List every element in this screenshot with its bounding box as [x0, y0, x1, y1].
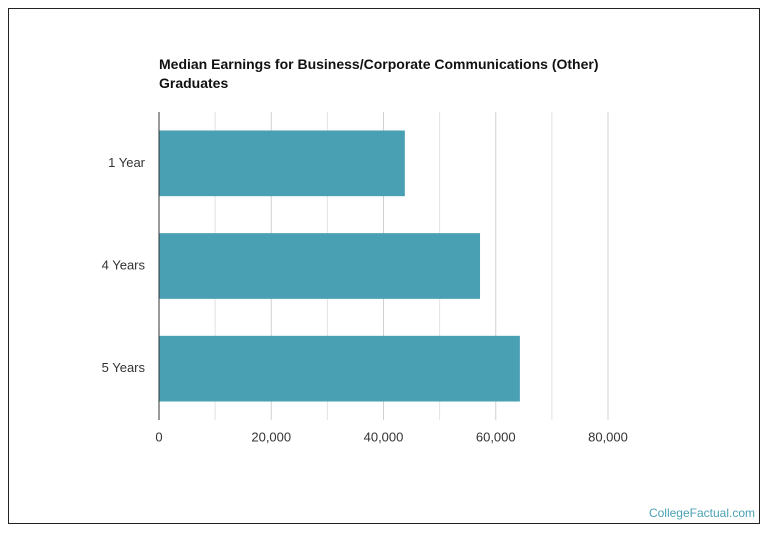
bar: [159, 233, 481, 299]
bar: [159, 130, 405, 197]
y-tick-label: 4 Years: [102, 257, 146, 272]
y-tick-label: 5 Years: [102, 360, 146, 375]
x-tick-label: 20,000: [251, 429, 291, 444]
x-tick-label: 0: [155, 429, 162, 444]
y-tick-label: 1 Year: [108, 155, 146, 170]
x-tick-label: 40,000: [364, 429, 404, 444]
chart-frame: [8, 8, 760, 524]
x-tick-label: 60,000: [476, 429, 516, 444]
x-tick-label: 80,000: [588, 429, 628, 444]
source-link[interactable]: CollegeFactual.com: [648, 506, 755, 520]
chart-title: Median Earnings for Business/Corporate C…: [159, 56, 599, 91]
bar: [159, 335, 520, 402]
